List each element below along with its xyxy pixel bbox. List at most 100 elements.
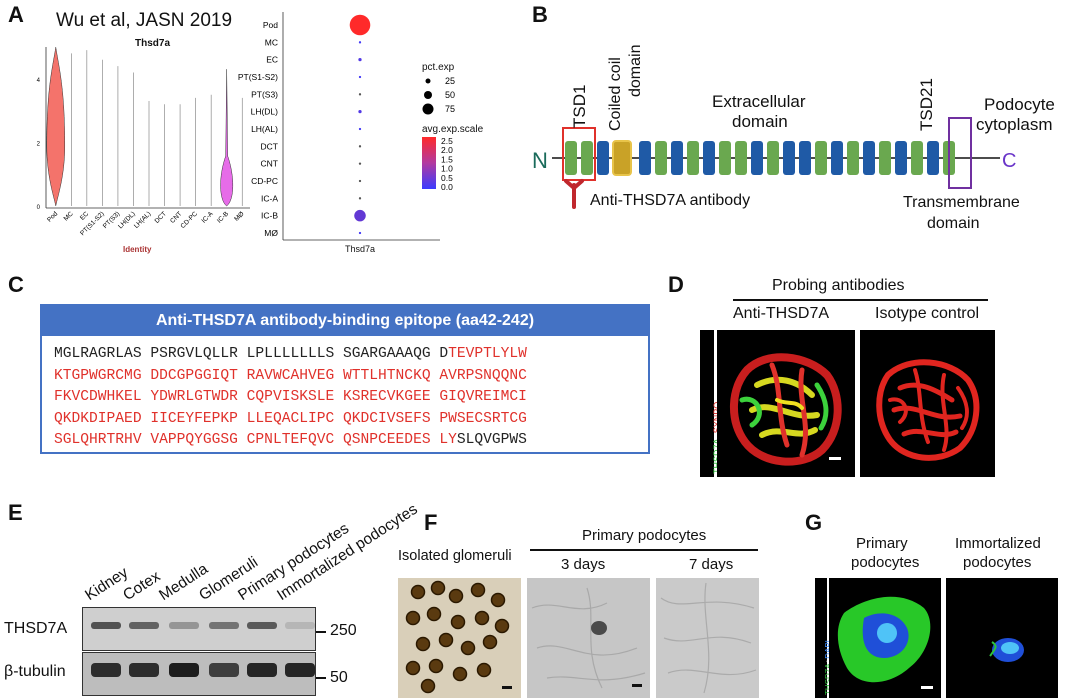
legend-pct-value: 75	[445, 104, 455, 114]
glomerulus	[460, 640, 476, 656]
seq-line4: QKDKDIPAED IICEYFEPKP LLEQACLIPC QKDCIVS…	[54, 410, 527, 427]
domain-15	[815, 141, 827, 175]
glomerulus	[410, 584, 426, 600]
legend-avg-value: 2.5	[441, 136, 453, 146]
domain-3	[612, 140, 632, 176]
blot-thsd7a	[82, 607, 316, 651]
violin-x-tick: MØ	[233, 210, 245, 222]
coiled-coil-label-2: domain	[627, 44, 644, 97]
violin-x-tick: Pod	[46, 210, 59, 223]
dot-MØ	[358, 231, 362, 235]
band-thsd7a	[209, 622, 239, 629]
dot-y-tick: CD-PC	[251, 176, 278, 186]
dot-y-tick: PT(S3)	[251, 89, 278, 99]
mw-tick-250	[316, 631, 326, 633]
dot-y-tick: EC	[266, 55, 278, 65]
tsd1-label: TSD1	[570, 84, 589, 128]
image-anti-thsd7a-glomerulus	[717, 330, 855, 477]
violin-y-tick: 4	[37, 78, 41, 84]
violin-Pod	[46, 46, 66, 207]
image-g-primary	[829, 578, 941, 698]
glomerulus	[470, 582, 486, 598]
g-primary-label: Primary	[856, 535, 908, 552]
image-isolated-glomeruli	[398, 578, 521, 698]
scale-bar-g	[921, 686, 933, 689]
violin-x-tick: DCT	[154, 210, 168, 224]
domain-20	[895, 141, 907, 175]
legend-pct-value: 25	[445, 76, 455, 86]
domain-14	[799, 141, 811, 175]
dot-Pod	[349, 14, 371, 36]
antibody-icon	[564, 179, 584, 209]
primary-label-f: Primary podocytes	[582, 527, 707, 544]
legend-pct-dot	[424, 91, 432, 99]
transmembrane-box	[948, 117, 972, 189]
extracellular-label-2: domain	[732, 112, 788, 131]
blot-tubulin	[82, 652, 316, 696]
band-tubulin	[129, 663, 159, 677]
dot-y-tick: DCT	[261, 141, 278, 151]
dot-IC-A	[358, 197, 362, 200]
legend: 25 50 75 2.52.01.51.00.50.0	[422, 76, 455, 192]
band-thsd7a	[169, 622, 199, 629]
violin-y-tick: 2	[37, 141, 41, 147]
primary-underline-f	[530, 549, 758, 551]
row-label-tubulin: β-tubulin	[4, 663, 66, 680]
scale-bar-f1	[502, 686, 512, 689]
transmembrane-label-2: domain	[927, 215, 980, 232]
panel-label-e: E	[8, 500, 23, 525]
glomerulus	[490, 592, 506, 608]
violin-title: Thsd7a	[135, 38, 171, 49]
domain-9	[719, 141, 731, 175]
legend-pct-title: pct.exp	[422, 62, 455, 73]
glomerulus	[430, 580, 446, 596]
domain-6	[671, 141, 683, 175]
violin-IC-B	[220, 69, 234, 207]
violin-x-tick: MC	[63, 210, 75, 222]
tsd1-highlight-box	[562, 127, 596, 181]
g-immortalized-label: Immortalized	[955, 535, 1041, 552]
domains	[565, 140, 955, 176]
dot-y-tick: CNT	[261, 159, 278, 169]
dot-CNT	[358, 162, 362, 165]
violin-x-tick: EC	[79, 210, 91, 222]
domain-1	[581, 141, 593, 175]
domain-4	[639, 141, 651, 175]
dot-LH(DL)	[358, 110, 362, 114]
violin-xlabel: Identity	[123, 245, 152, 254]
dot-xlabel: Thsd7a	[345, 244, 376, 254]
legend-colorbar	[422, 137, 436, 189]
glomerulus	[476, 662, 492, 678]
seq-line1-black: MGLRAGRLAS PSRGVLQLLR LPLLLLLLLS SGARGAA…	[54, 346, 449, 362]
domain-16	[831, 141, 843, 175]
dot-y-tick: MØ	[264, 228, 278, 238]
podocyte-label: Podocyte	[984, 95, 1055, 114]
legend-avg-value: 1.5	[441, 154, 453, 164]
dot-plot: Pod MC EC PT(S1-S2) PT(S3) LH(DL) LH(AL) DCT CNT…	[238, 12, 440, 241]
band-thsd7a	[91, 622, 121, 629]
dot-y-tick: IC-B	[261, 211, 278, 221]
legend-pct-value: 50	[445, 90, 455, 100]
panel-label-f: F	[424, 510, 438, 535]
glomerulus	[420, 678, 436, 694]
glomerulus	[415, 636, 431, 652]
glomerulus	[405, 660, 421, 676]
dot-y-tick: LH(AL)	[251, 124, 278, 134]
epitope-box: Anti-THSD7A antibody-binding epitope (aa…	[40, 304, 650, 454]
domain-18	[863, 141, 875, 175]
c-terminus: C	[1002, 150, 1016, 172]
domain-13	[783, 141, 795, 175]
glomerulus	[452, 666, 468, 682]
glomerulus	[494, 618, 510, 634]
dot-DCT	[358, 145, 362, 148]
domain-5	[655, 141, 667, 175]
image-day7	[656, 578, 759, 698]
violin-y-tick: 0	[37, 205, 41, 211]
glomerulus	[428, 658, 444, 674]
dot-y-tick: MC	[265, 37, 278, 47]
mw-tick-50	[316, 677, 326, 679]
lane-label: Kidney	[82, 564, 132, 605]
domain-17	[847, 141, 859, 175]
dot-LH(AL)	[358, 127, 362, 131]
